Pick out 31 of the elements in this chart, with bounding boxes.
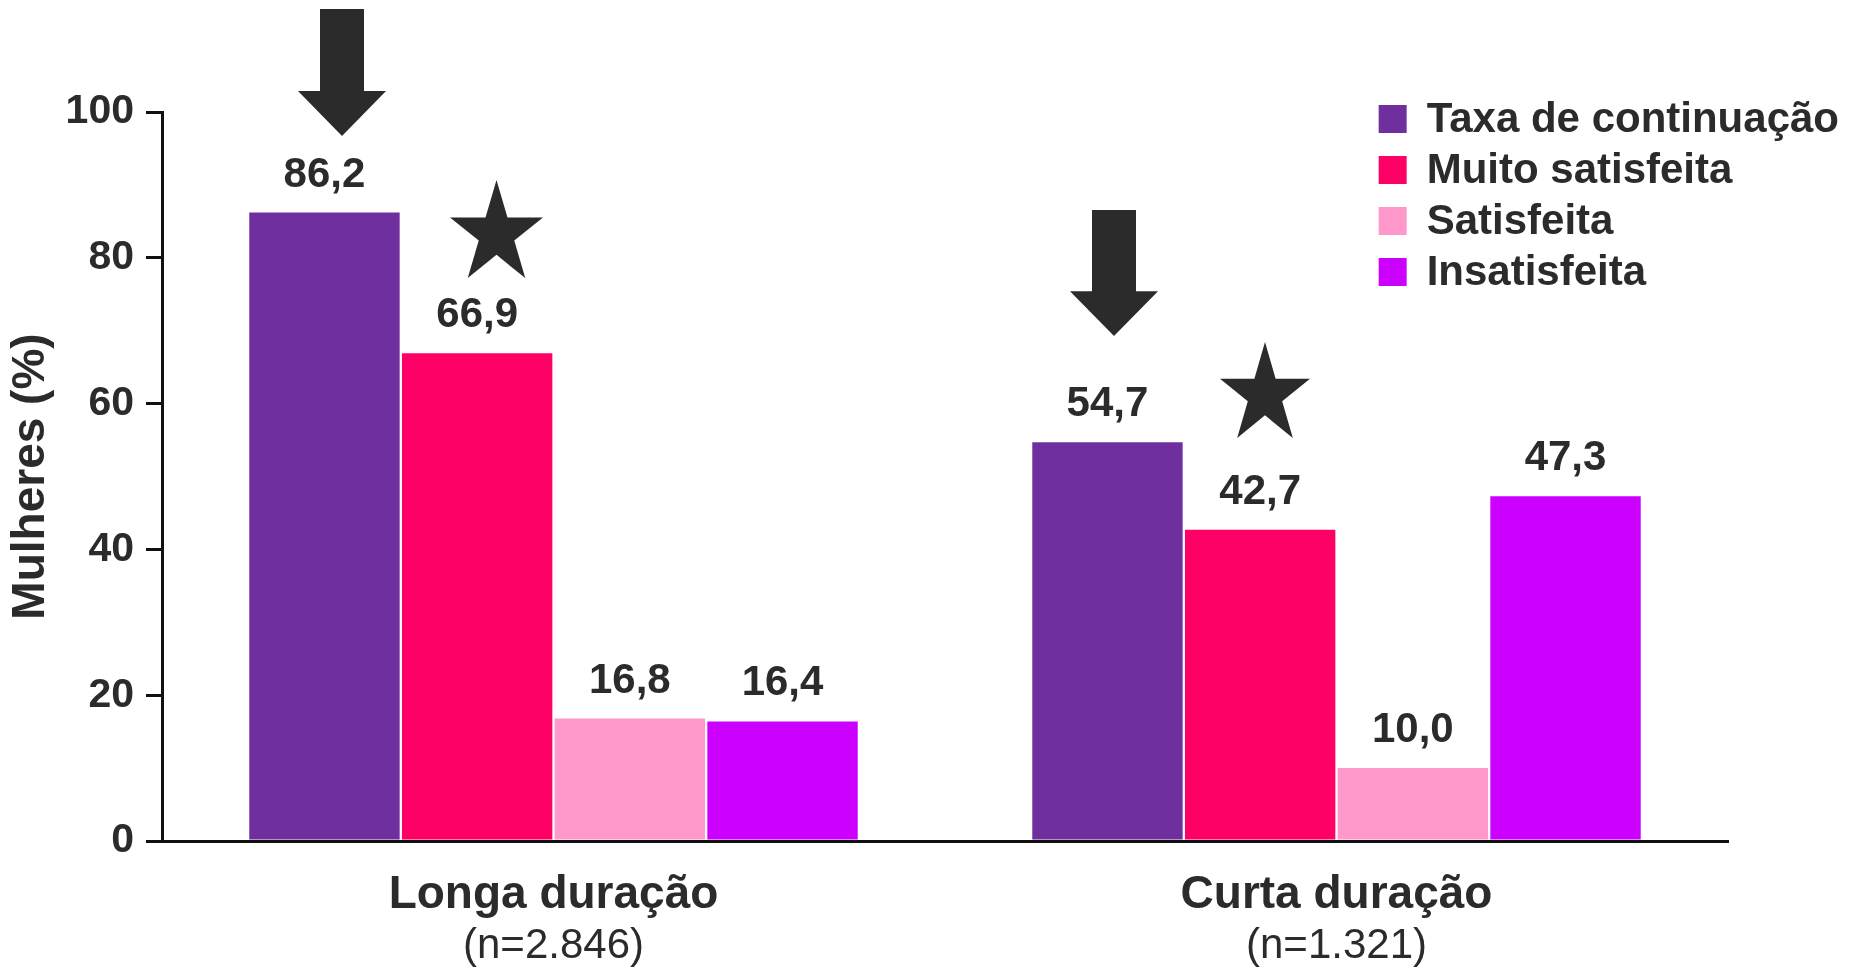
x-tick-label: Longa duração (388, 866, 719, 919)
legend-label: Satisfeita (1426, 195, 1615, 243)
data-label: 42,7 (1219, 465, 1302, 513)
bar (1184, 529, 1336, 840)
data-label: 16,8 (588, 654, 671, 702)
text: (n=2.846) (463, 919, 644, 967)
bar (554, 718, 706, 840)
bar (1032, 442, 1183, 840)
y-tick-label: 20 (88, 669, 134, 716)
text: (n=1.321) (1246, 919, 1427, 967)
bar (249, 212, 400, 840)
y-tick-label: 60 (88, 377, 134, 424)
legend-label: Taxa de continuação (1426, 93, 1840, 141)
data-label: 47,3 (1524, 432, 1607, 480)
data-label: 16,4 (741, 657, 825, 705)
legend-label: Muito satisfeita (1426, 144, 1734, 192)
y-axis-title: Mulheres (%) (2, 333, 55, 620)
y-tick-label: 80 (88, 232, 134, 279)
data-label: 66,9 (436, 289, 519, 337)
y-tick-label: 100 (65, 86, 134, 133)
bar (1490, 496, 1641, 840)
x-tick-label: Curta duração (1180, 866, 1493, 919)
data-label: 54,7 (1066, 378, 1149, 426)
data-label: 86,2 (283, 148, 366, 196)
bar (1337, 768, 1489, 840)
y-tick-label: 40 (88, 523, 134, 570)
y-tick-label: 0 (111, 815, 134, 862)
bar (401, 353, 553, 840)
bar (707, 721, 858, 840)
data-label: 10,0 (1371, 704, 1454, 752)
legend-label: Insatisfeita (1426, 246, 1647, 294)
